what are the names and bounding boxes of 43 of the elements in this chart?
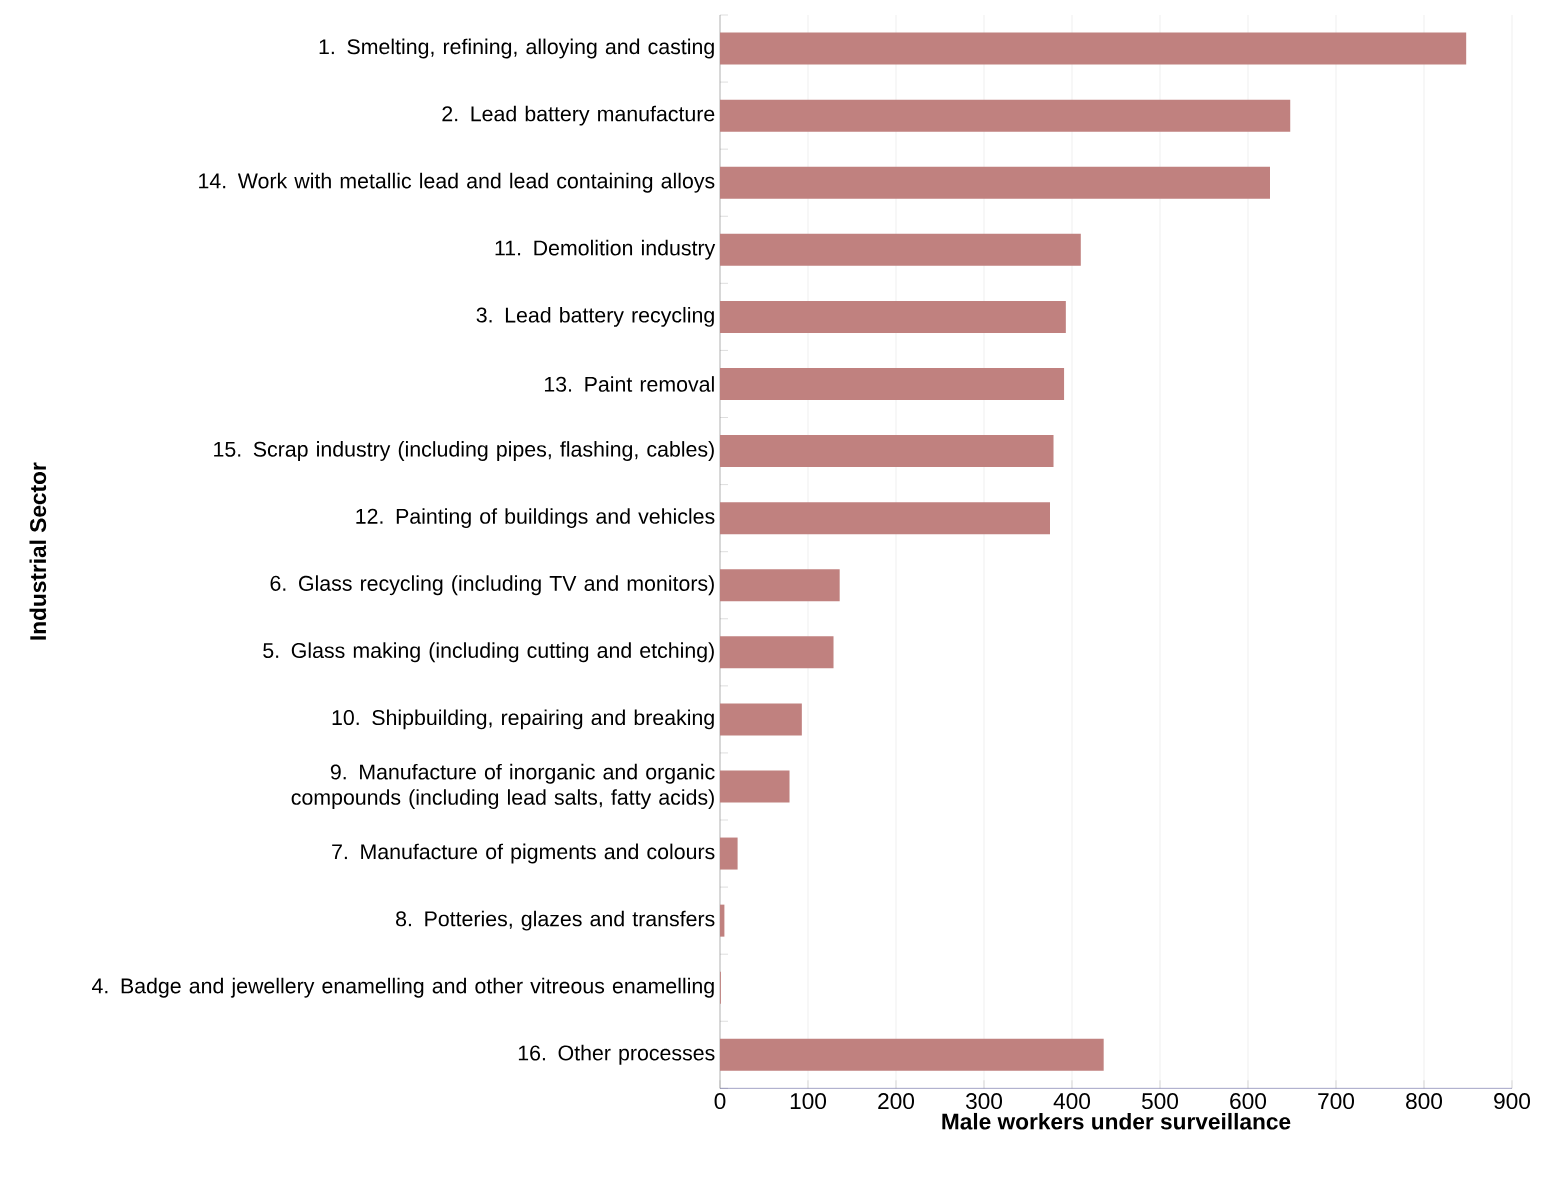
bar	[720, 1038, 1104, 1071]
x-tick-label: 500	[1141, 1093, 1179, 1110]
y-tick-label: 15. Scrap industry (including pipes, flashing, cables)	[214, 441, 714, 461]
y-tick-label: 7. Manufacture of pigments and colours	[332, 843, 715, 864]
y-tick-label: 5. Glass making (including cutting and etching)	[263, 642, 714, 663]
y-tick-label: 4. Badge and jewellery enamelling and other vitreous enamelling	[91, 977, 714, 998]
bar	[720, 636, 834, 669]
y-tick-label: 2. Lead battery manufacture	[442, 105, 715, 126]
bar	[720, 770, 790, 803]
y-tick-label: 13. Paint removal	[544, 376, 714, 392]
y-tick-label: 16. Other processes	[518, 1044, 715, 1065]
bar	[720, 99, 1291, 132]
bar	[720, 837, 738, 870]
bar	[720, 502, 1050, 535]
x-tick-label: 300	[965, 1093, 1003, 1110]
y-tick-label: 1. Smelting, refining, alloying and casting	[319, 38, 714, 59]
x-tick-label: 800	[1406, 1093, 1443, 1110]
x-tick-label: 900	[1494, 1093, 1531, 1110]
y-tick-label: 3. Lead battery recycling	[476, 306, 714, 327]
bar	[720, 904, 725, 937]
bar	[720, 367, 1065, 400]
bar	[720, 32, 1467, 65]
y-tick-label: 9. Manufacture of inorganic and organic compounds (including lead salts, fatty acids)	[291, 763, 715, 810]
y-tick-label: 8. Potteries, glazes and transfers	[396, 910, 715, 931]
x-tick-label: 700	[1318, 1093, 1355, 1110]
y-tick-label: 12. Painting of buildings and vehicles	[356, 508, 715, 529]
x-tick-label: 400	[1053, 1093, 1091, 1110]
x-tick-label: 0	[714, 1093, 726, 1110]
x-tick-label: 600	[1230, 1093, 1267, 1110]
y-tick-label: 10. Shipbuilding, repairing and breaking	[332, 709, 714, 730]
y-tick-label: 11. Demolition industry	[495, 239, 716, 260]
y-tick-label: 6. Glass recycling (including TV and monitors)	[270, 575, 714, 596]
y-axis-title: Industrial Sector	[29, 462, 47, 640]
bar	[720, 300, 1066, 333]
bar	[720, 435, 1054, 468]
y-tick-label: 14. Work with metallic lead and lead containing alloys	[199, 172, 715, 193]
bar	[720, 569, 840, 602]
x-tick-label: 200	[878, 1093, 915, 1110]
bar	[720, 703, 802, 736]
x-axis-title: Male workers under surveillance	[942, 1112, 1291, 1130]
bar	[720, 233, 1081, 266]
x-tick-label: 100	[790, 1093, 827, 1110]
bar	[720, 166, 1270, 199]
